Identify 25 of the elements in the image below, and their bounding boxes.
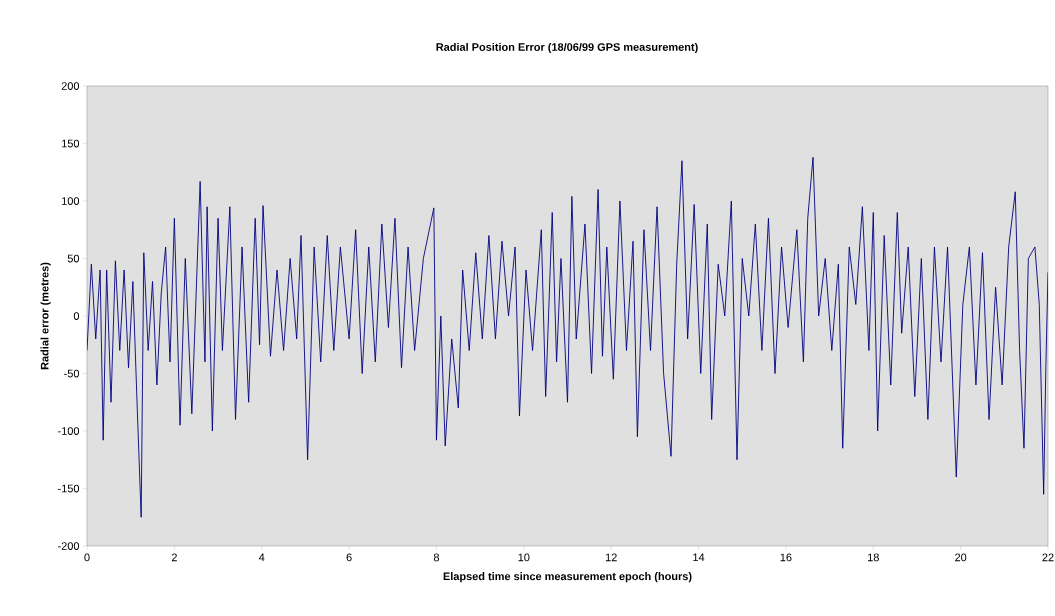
y-tick-label: -100 <box>58 427 80 435</box>
y-tick-label: -50 <box>64 369 80 378</box>
x-tick-label: 12 <box>605 553 617 562</box>
x-tick-label: 6 <box>346 553 352 562</box>
y-tick-label: 0 <box>73 312 80 320</box>
x-tick-label: 8 <box>433 553 440 562</box>
x-tick-label: 16 <box>780 553 792 562</box>
x-tick-label: 0 <box>84 553 90 562</box>
line-series <box>87 156 1049 518</box>
y-tick-label: 150 <box>62 139 80 148</box>
x-axis-title: Elapsed time since measurement epoch (hours) <box>443 572 692 583</box>
x-tick-label: 10 <box>518 553 530 562</box>
x-tick-label: 14 <box>693 553 705 562</box>
x-tick-label: 18 <box>868 553 879 562</box>
y-tick-label: 50 <box>67 254 80 263</box>
x-tick-label: 22 <box>1042 553 1054 562</box>
y-tick-label: -150 <box>58 484 80 493</box>
y-tick-label: 200 <box>61 82 80 90</box>
x-tick-label: 20 <box>955 553 967 562</box>
y-tick-label: -200 <box>58 542 80 550</box>
chart-title: Radial Position Error (18/06/99 GPS measurement) <box>436 42 698 54</box>
x-tick-label: 2 <box>171 553 177 562</box>
y-axis-title: Radial error (metres) <box>40 262 51 370</box>
y-tick-label: 100 <box>62 197 80 205</box>
x-tick-label: 4 <box>258 553 265 562</box>
